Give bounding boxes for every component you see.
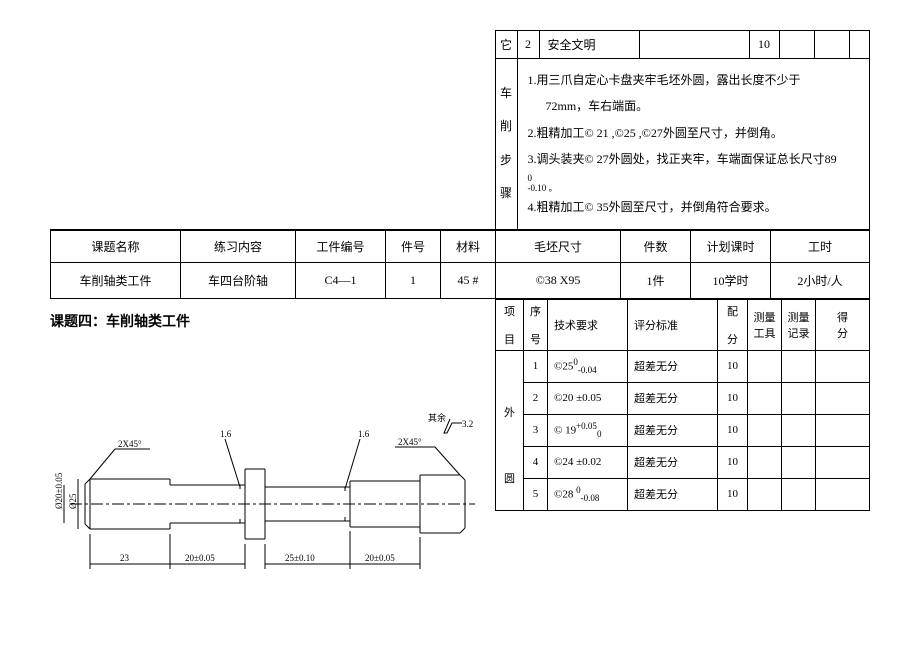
r1sc: 10 (718, 350, 748, 382)
hc3: 工件编号 (296, 230, 386, 262)
r4sc: 10 (718, 446, 748, 478)
hc8: 计划课时 (691, 230, 771, 262)
hc6: 毛坯尺寸 (496, 230, 621, 262)
ra-label: 3.2 (462, 419, 473, 429)
r4req: ©24 ±0.02 (548, 446, 628, 478)
r1req: ©250-0.04 (548, 350, 628, 382)
steps-cell: 1.用三爪自定心卡盘夹牢毛坯外圆，露出长度不少于 72mm，车右端面。 2.粗精… (517, 59, 870, 230)
chamfer-right-label: 2X45° (398, 437, 422, 447)
r4b (782, 446, 816, 478)
hv7: 1件 (621, 262, 691, 298)
safety-label: 安全文明 (539, 31, 639, 59)
safety-std (639, 31, 749, 59)
r5a (748, 478, 782, 510)
d1: Ø25 (68, 493, 78, 509)
steps-vlabel: 车 削 步 骤 (495, 59, 517, 230)
r1n: 1 (524, 350, 548, 382)
r1a (748, 350, 782, 382)
th5: 配分 (718, 299, 748, 350)
r5b (782, 478, 816, 510)
undercut2-label: 1.6 (358, 429, 370, 439)
blank-cell (50, 31, 495, 230)
r2sc: 10 (718, 382, 748, 414)
r2n: 2 (524, 382, 548, 414)
cat-outer: 外圆 (496, 350, 524, 510)
qita-label: 它 (495, 31, 517, 59)
hv2: 车四台阶轴 (181, 262, 296, 298)
shaft-drawing: 2X45° 2X45° 1.6 1.6 3.2 其余 23 20±0.05 25… (50, 409, 495, 599)
tech-table: 项目 序号 技术要求 评分标准 配分 测量工具 测量记录 得分 外圆 1 ©25… (495, 299, 870, 511)
r2std: 超差无分 (628, 382, 718, 414)
r3c (816, 414, 870, 446)
th4: 评分标准 (628, 299, 718, 350)
header-table: 课题名称 练习内容 工件编号 件号 材料 毛坯尺寸 件数 计划课时 工时 车削轴… (50, 230, 870, 299)
hc7: 件数 (621, 230, 691, 262)
hv4: 1 (386, 262, 441, 298)
len2: 20±0.05 (185, 553, 215, 563)
safety-c1 (779, 31, 814, 59)
r1b (782, 350, 816, 382)
hc5: 材料 (441, 230, 496, 262)
len1: 23 (120, 553, 130, 563)
r3n: 3 (524, 414, 548, 446)
r4a (748, 446, 782, 478)
r2b (782, 382, 816, 414)
qita-num: 2 (517, 31, 539, 59)
r3a (748, 414, 782, 446)
undercut1-label: 1.6 (220, 429, 232, 439)
len4: 20±0.05 (365, 553, 395, 563)
r2req: ©20 ±0.05 (548, 382, 628, 414)
hv5: 45 # (441, 262, 496, 298)
hv9: 2小时/人 (771, 262, 870, 298)
th6: 测量工具 (748, 299, 782, 350)
r1c (816, 350, 870, 382)
th7: 测量记录 (782, 299, 816, 350)
r3req: © 19+0.050 (548, 414, 628, 446)
hv6: ©38 X95 (496, 262, 621, 298)
r4n: 4 (524, 446, 548, 478)
r5sc: 10 (718, 478, 748, 510)
r1std: 超差无分 (628, 350, 718, 382)
r2c (816, 382, 870, 414)
top-table: 它 2 安全文明 10 车 削 步 骤 1.用三爪自定心卡盘夹牢毛坯外圆，露出长… (50, 30, 870, 230)
hv3: C4—1 (296, 262, 386, 298)
th2: 序号 (524, 299, 548, 350)
hv8: 10学时 (691, 262, 771, 298)
r5req: ©28 0-0.08 (548, 478, 628, 510)
r5std: 超差无分 (628, 478, 718, 510)
th1: 项目 (496, 299, 524, 350)
r3sc: 10 (718, 414, 748, 446)
len3: 25±0.10 (285, 553, 315, 563)
r2a (748, 382, 782, 414)
th3: 技术要求 (548, 299, 628, 350)
r3std: 超差无分 (628, 414, 718, 446)
r4c (816, 446, 870, 478)
hc4: 件号 (386, 230, 441, 262)
r3b (782, 414, 816, 446)
r5c (816, 478, 870, 510)
hv1: 车削轴类工件 (51, 262, 181, 298)
safety-c3 (849, 31, 870, 59)
hc1: 课题名称 (51, 230, 181, 262)
safety-c2 (814, 31, 849, 59)
hc9: 工时 (771, 230, 870, 262)
chamfer-left-label: 2X45° (118, 439, 142, 449)
d2: Ø20±0.05 (54, 472, 64, 509)
safety-score: 10 (749, 31, 779, 59)
qiyu-label: 其余 (428, 412, 446, 423)
r5n: 5 (524, 478, 548, 510)
th8: 得分 (816, 299, 870, 350)
r4std: 超差无分 (628, 446, 718, 478)
hc2: 练习内容 (181, 230, 296, 262)
section-title: 课题四：车削轴类工件 (50, 299, 495, 339)
